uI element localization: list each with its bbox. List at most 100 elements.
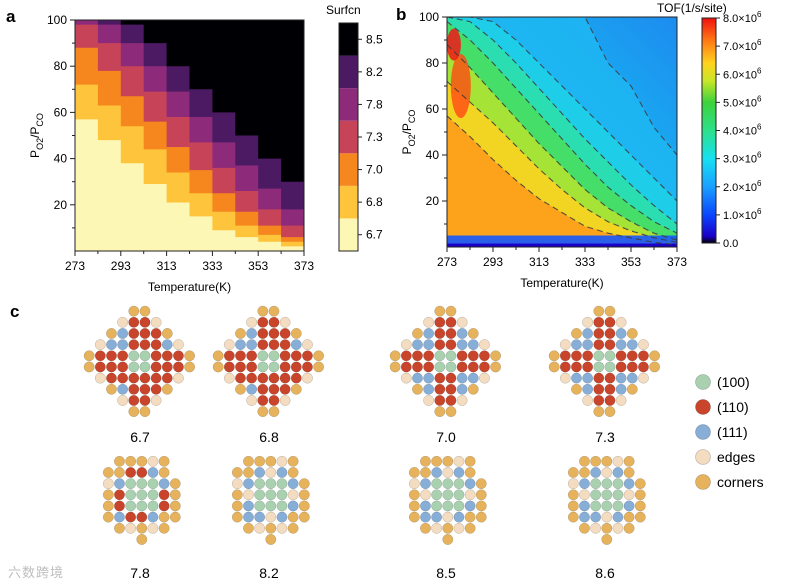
atom	[94, 372, 106, 384]
colorbar-label: 7.0×106	[723, 38, 762, 53]
atom	[246, 372, 258, 384]
atom	[612, 489, 624, 501]
atom	[136, 511, 148, 523]
atom	[604, 395, 616, 406]
atom	[150, 328, 162, 339]
atom	[290, 339, 302, 351]
atom	[638, 350, 649, 362]
atom	[173, 339, 184, 351]
atom	[150, 361, 162, 373]
atom	[467, 383, 479, 395]
legend-swatch	[695, 424, 711, 440]
y-tick-label: 60	[54, 105, 68, 119]
atom	[420, 522, 431, 534]
atom	[147, 467, 159, 478]
atom	[235, 372, 246, 384]
x-tick-label: 293	[111, 259, 131, 273]
atom	[128, 395, 140, 406]
atom	[147, 500, 159, 512]
atom	[268, 383, 280, 395]
atom	[128, 350, 140, 362]
atom	[102, 478, 114, 490]
atom	[158, 489, 170, 501]
atom	[456, 350, 468, 362]
colorbar-label: 8.5	[366, 32, 383, 46]
atom	[638, 361, 649, 373]
atom	[298, 489, 310, 501]
panel-b-colorbar: 0.0 1.0×106 2.0×106 3.0×106 4.0×106 5.0×106 6.…	[657, 1, 762, 250]
y-tick-label: 40	[54, 152, 68, 166]
atom	[139, 395, 151, 406]
atom	[246, 339, 258, 351]
legend-swatch	[695, 449, 711, 465]
atom	[408, 467, 420, 478]
dashed-contour-line	[447, 44, 677, 241]
atom	[467, 339, 479, 351]
atom	[582, 350, 594, 362]
atom	[158, 511, 170, 523]
atom	[412, 383, 423, 395]
atom	[254, 478, 266, 490]
atom	[235, 383, 246, 395]
colorbar-gradient	[701, 17, 717, 244]
atom	[623, 489, 635, 501]
watermark-text: 六数跨境	[8, 566, 65, 581]
atom	[279, 316, 291, 328]
atom	[128, 383, 140, 395]
atom	[254, 467, 266, 478]
atom	[150, 316, 162, 328]
atom	[257, 395, 269, 406]
atom	[276, 522, 288, 534]
colorbar-label: 8.0×106	[723, 10, 762, 25]
atom	[649, 350, 661, 362]
panel-a-contour-plot: 273 293 313 333 353 373 20 40 60 80 100 Temperature…	[28, 13, 314, 294]
atom	[139, 350, 151, 362]
atom	[302, 361, 313, 373]
atom	[150, 350, 162, 362]
atom	[279, 372, 291, 384]
atom	[161, 339, 173, 351]
atom	[246, 316, 258, 328]
atom	[173, 361, 184, 373]
atom	[423, 383, 435, 395]
panel-a-colorbar: 6.7 6.8 7.0 7.3 7.8 8.2 8.5 Surfcn	[326, 3, 383, 252]
atom	[279, 350, 291, 362]
atom	[243, 467, 254, 478]
nanoparticle	[548, 305, 661, 418]
atom	[559, 372, 571, 384]
atom	[158, 455, 170, 467]
dashed-contour-line	[447, 17, 677, 202]
atom	[287, 489, 299, 501]
atom	[268, 395, 280, 406]
nanoparticle	[212, 305, 325, 418]
atom	[106, 372, 117, 384]
atom	[139, 316, 151, 328]
atom	[434, 316, 446, 328]
colorbar-segment	[339, 185, 358, 219]
atom	[254, 455, 266, 467]
atom	[161, 361, 173, 373]
atom	[420, 455, 431, 467]
atom	[453, 500, 465, 512]
atom	[128, 372, 140, 384]
atom	[298, 500, 310, 512]
atom	[490, 350, 502, 362]
tof-hotspot	[447, 28, 461, 61]
atom	[475, 478, 487, 490]
tof-low-strip	[447, 235, 677, 247]
atom	[434, 350, 446, 362]
atom	[456, 339, 468, 351]
tof-hotspot	[450, 54, 471, 118]
contour-fills	[75, 20, 304, 251]
atom	[626, 383, 638, 395]
atom	[442, 455, 454, 467]
atom	[268, 372, 280, 384]
atom	[412, 339, 423, 351]
atom	[235, 361, 246, 373]
atom	[117, 361, 129, 373]
colorbar-label: 6.7	[366, 228, 383, 242]
atom	[604, 316, 616, 328]
atom	[243, 478, 254, 490]
atom	[150, 372, 162, 384]
atom	[265, 489, 277, 501]
